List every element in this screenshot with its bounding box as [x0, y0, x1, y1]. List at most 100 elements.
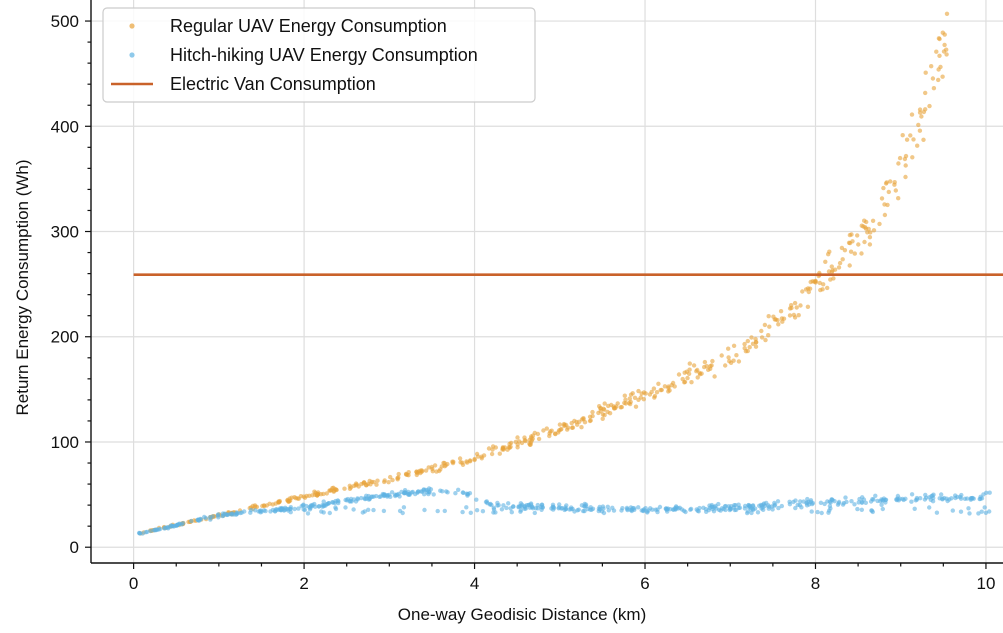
hitch-hiking-uav-point — [750, 506, 756, 512]
regular-uav-point — [486, 446, 492, 451]
hitch-hiking-uav-point — [912, 506, 917, 511]
hitch-hiking-uav-point — [506, 501, 511, 506]
regular-uav-point — [474, 451, 480, 457]
regular-uav-point — [641, 390, 647, 395]
hitch-hiking-uav-point — [532, 510, 537, 516]
regular-uav-point — [582, 420, 588, 425]
regular-uav-point — [702, 364, 707, 370]
hitch-hiking-uav-point — [779, 503, 784, 509]
regular-uav-point — [627, 396, 632, 401]
hitch-hiking-uav-point — [248, 507, 254, 513]
regular-uav-point — [886, 189, 891, 195]
regular-uav-point — [672, 384, 677, 389]
regular-uav-point — [940, 74, 945, 79]
regular-uav-point — [273, 501, 278, 506]
regular-uav-point — [917, 107, 923, 112]
regular-uav-point — [519, 440, 525, 446]
hitch-hiking-uav-point — [859, 507, 864, 512]
regular-uav-point — [647, 392, 653, 397]
hitch-hiking-uav-point — [923, 492, 928, 498]
hitch-hiking-uav-point — [755, 510, 761, 515]
hitch-hiking-uav-point — [364, 496, 369, 501]
hitch-hiking-uav-point — [863, 500, 868, 505]
regular-uav-point — [745, 338, 750, 344]
regular-uav-point — [662, 384, 668, 389]
regular-uav-point — [794, 305, 799, 310]
hitch-hiking-uav-point — [461, 490, 466, 495]
hitch-hiking-uav-point — [976, 511, 981, 516]
hitch-hiking-uav-point — [650, 507, 655, 512]
regular-uav-point — [702, 359, 708, 365]
regular-uav-point — [666, 389, 671, 394]
regular-uav-point — [726, 346, 731, 351]
regular-uav-point — [829, 269, 835, 275]
regular-uav-point — [726, 355, 731, 360]
hitch-hiking-uav-point — [716, 501, 721, 507]
legend-label: Regular UAV Energy Consumption — [170, 16, 447, 36]
regular-uav-point — [903, 153, 909, 159]
hitch-hiking-uav-point — [499, 507, 505, 512]
hitch-hiking-uav-point — [389, 490, 395, 495]
regular-uav-point — [396, 475, 401, 480]
x-tick-label: 0 — [129, 574, 138, 593]
regular-uav-point — [944, 52, 949, 57]
regular-uav-point — [386, 480, 391, 485]
regular-uav-point — [507, 441, 512, 447]
hitch-hiking-uav-point — [827, 503, 833, 509]
regular-uav-point — [888, 179, 893, 184]
regular-uav-point — [264, 503, 269, 508]
regular-uav-point — [652, 395, 657, 400]
regular-uav-point — [689, 380, 694, 385]
regular-uav-point — [862, 239, 867, 245]
regular-uav-point — [423, 468, 429, 473]
hitch-hiking-uav-point — [704, 509, 709, 514]
hitch-hiking-uav-point — [632, 506, 637, 511]
hitch-hiking-uav-point — [982, 505, 987, 510]
regular-uav-point — [916, 122, 921, 128]
hitch-hiking-uav-point — [321, 499, 326, 504]
x-tick-label: 2 — [299, 574, 308, 593]
hitch-hiking-uav-point — [576, 507, 581, 512]
regular-uav-point — [807, 286, 813, 291]
hitch-hiking-uav-point — [914, 497, 920, 502]
regular-uav-point — [870, 218, 876, 223]
hitch-hiking-uav-point — [332, 500, 337, 506]
regular-uav-point — [375, 478, 380, 483]
regular-uav-point — [368, 482, 373, 487]
hitch-hiking-uav-point — [456, 487, 461, 492]
hitch-hiking-uav-point — [425, 490, 430, 495]
hitch-hiking-uav-point — [840, 502, 846, 507]
hitch-hiking-uav-point — [987, 490, 992, 495]
hitch-hiking-uav-point — [326, 501, 332, 506]
regular-uav-point — [374, 482, 379, 487]
hitch-hiking-uav-point — [787, 502, 793, 507]
regular-uav-point — [260, 503, 265, 509]
hitch-hiking-uav-point — [239, 510, 244, 515]
hitch-hiking-uav-point — [564, 503, 569, 508]
hitch-hiking-uav-point — [435, 508, 440, 514]
hitch-hiking-uav-point — [599, 509, 605, 514]
regular-uav-point — [921, 109, 927, 115]
hitch-hiking-uav-point — [401, 505, 407, 510]
y-axis-label: Return Energy Consumption (Wh) — [13, 159, 32, 415]
hitch-hiking-uav-point — [927, 505, 932, 510]
regular-uav-point — [342, 486, 347, 491]
regular-uav-point — [612, 406, 617, 411]
regular-uav-point — [314, 493, 320, 498]
regular-uav-point — [286, 499, 291, 504]
regular-uav-point — [736, 359, 742, 364]
hitch-hiking-uav-point — [336, 500, 341, 506]
regular-uav-point — [719, 353, 724, 358]
hitch-hiking-uav-point — [641, 508, 646, 514]
regular-uav-point — [762, 322, 768, 328]
hitch-hiking-uav-point — [202, 514, 207, 520]
hitch-hiking-uav-point — [431, 492, 436, 497]
regular-uav-point — [780, 319, 785, 324]
hitch-hiking-uav-point — [343, 505, 348, 510]
regular-uav-point — [766, 333, 771, 338]
hitch-hiking-uav-point — [977, 496, 982, 502]
regular-uav-point — [728, 360, 734, 365]
regular-uav-point — [796, 313, 801, 318]
hitch-hiking-uav-point — [671, 507, 676, 512]
hitch-hiking-uav-point — [949, 496, 954, 501]
